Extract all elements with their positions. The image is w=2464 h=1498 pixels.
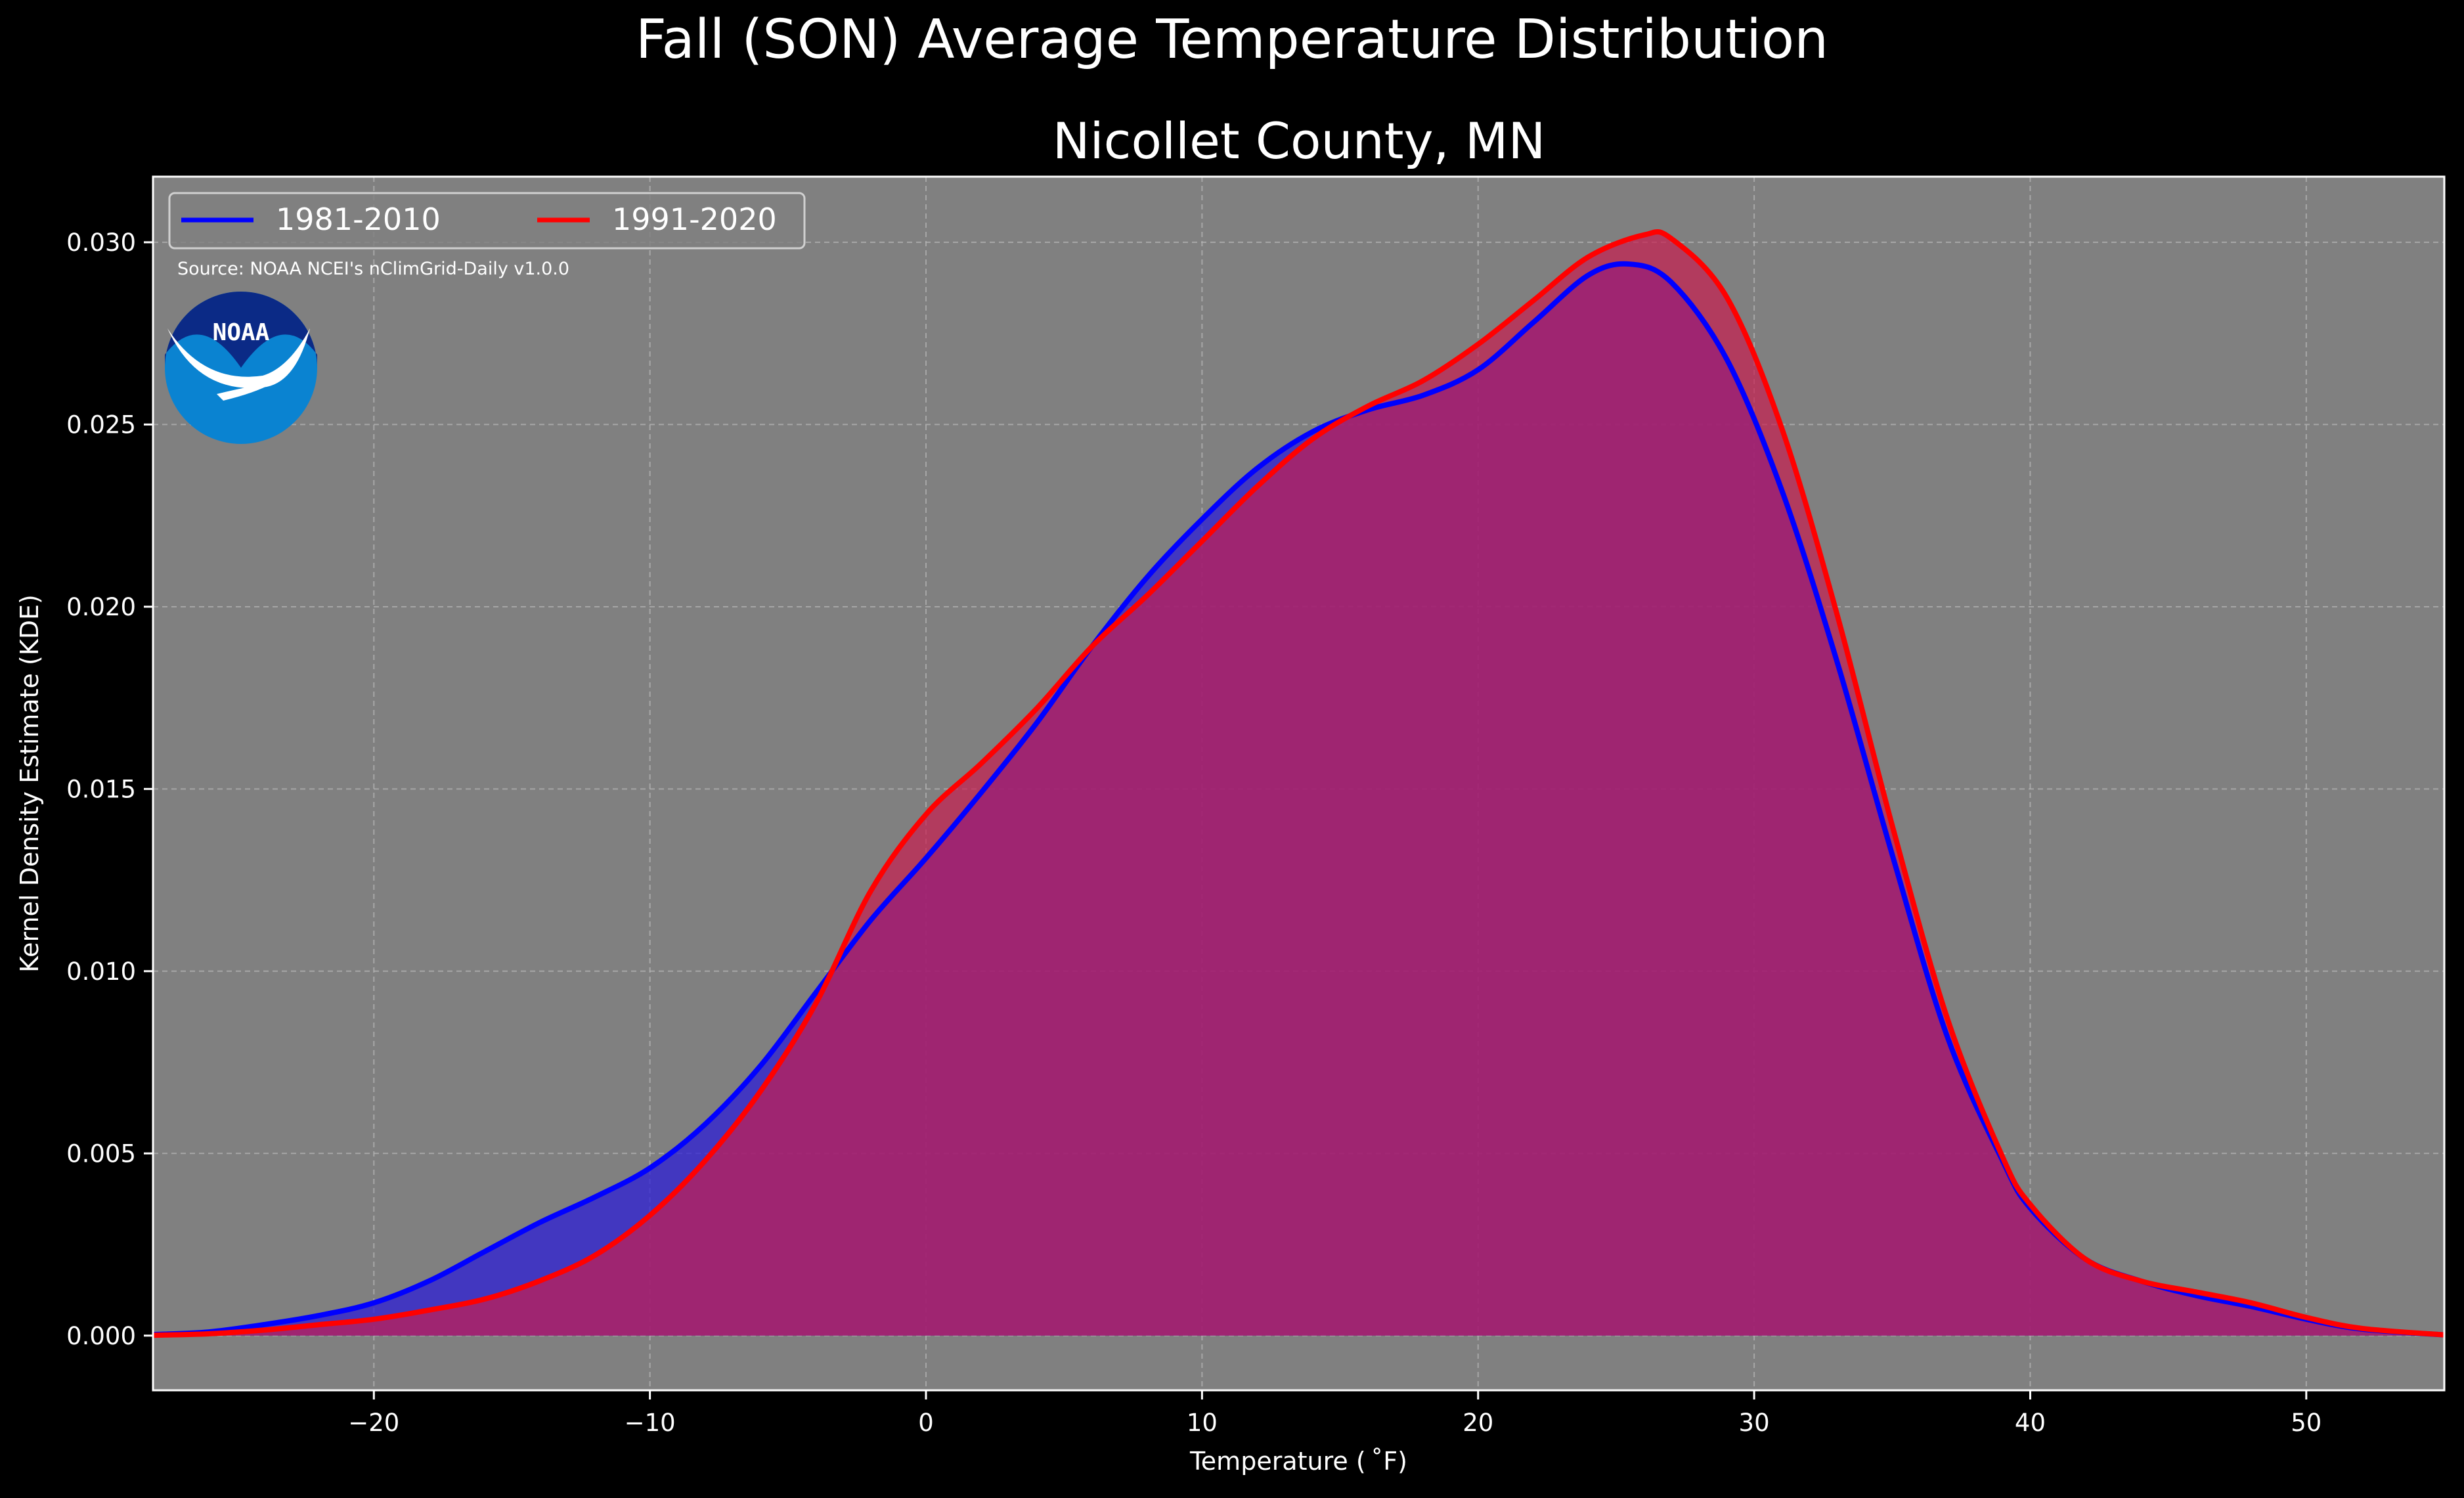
area-1991-2020	[153, 231, 2444, 1336]
x-tick-label: −10	[625, 1409, 676, 1437]
y-tick-label: 0.020	[66, 593, 136, 621]
x-tick-label: 0	[918, 1409, 934, 1437]
x-tick-label: 30	[1739, 1409, 1770, 1437]
x-tick-label: 50	[2291, 1409, 2321, 1437]
noaa-logo-text: NOAA	[213, 319, 270, 346]
x-tick-label: 40	[2015, 1409, 2046, 1437]
plot-frame	[152, 175, 2446, 1392]
plot-area	[152, 175, 2446, 1392]
x-axis-label: Temperature ( ˚F)	[1189, 1447, 1407, 1476]
y-tick-label: 0.000	[66, 1322, 136, 1350]
y-tick-label: 0.010	[66, 958, 136, 986]
legend-label-1991-2020: 1991-2020	[612, 202, 777, 237]
axes: −20 −10 0 10 20 30 40 50 0.000 0.005 0.010 0.015 0.0…	[66, 229, 2321, 1437]
chart-title: Nicollet County, MN	[1053, 112, 1546, 170]
series-layer	[152, 229, 2445, 1338]
legend-label-1981-2010: 1981-2010	[276, 202, 441, 237]
series-line-1991-2020	[152, 229, 2445, 1338]
y-axis-label: Kernel Density Estimate (KDE)	[15, 594, 44, 973]
noaa-logo-icon: NOAA	[165, 292, 317, 444]
x-tick-label: −20	[348, 1409, 399, 1437]
source-note: Source: NOAA NCEI's nClimGrid-Daily v1.0…	[177, 259, 569, 279]
y-tick-label: 0.015	[66, 775, 136, 803]
figure-suptitle: Fall (SON) Average Temperature Distribut…	[636, 9, 1828, 71]
x-tick-label: 10	[1187, 1409, 1218, 1437]
chart-legend: 1981-2010 1991-2020	[168, 192, 806, 250]
y-tick-label: 0.030	[66, 229, 136, 257]
legend-box	[168, 192, 806, 250]
y-tick-label: 0.025	[66, 410, 136, 439]
x-tick-label: 20	[1463, 1409, 1493, 1437]
y-tick-label: 0.005	[66, 1139, 136, 1168]
